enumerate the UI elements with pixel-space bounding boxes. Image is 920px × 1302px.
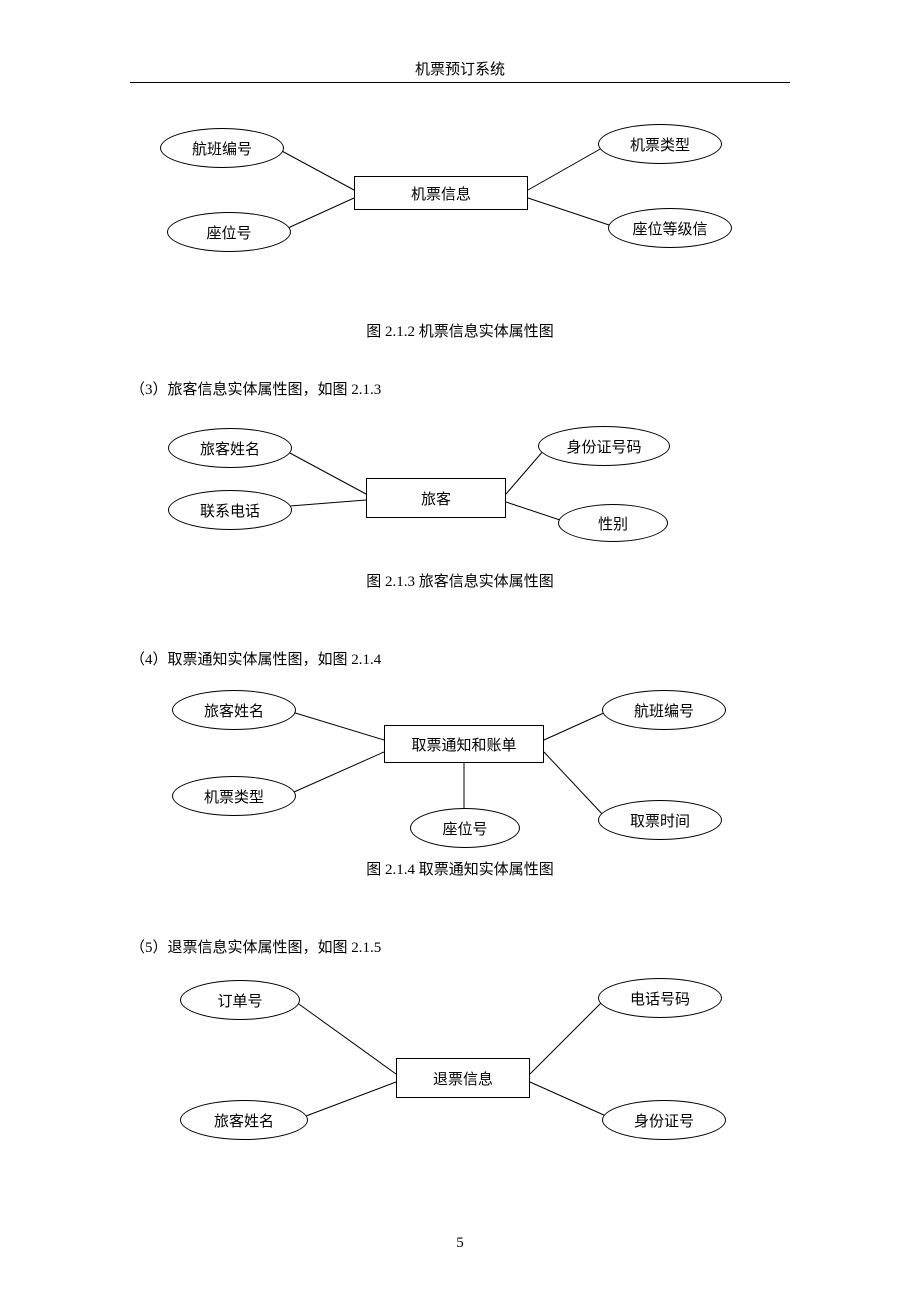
diagram4-entity-label: 退票信息	[433, 1068, 493, 1089]
diagram4-attr-1: 旅客姓名	[180, 1100, 308, 1140]
diagram4-attr-0: 订单号	[180, 980, 300, 1020]
diagram4-attr-3: 身份证号	[602, 1100, 726, 1140]
diagram4-edges	[0, 0, 920, 1302]
diagram4-attr-2: 电话号码	[598, 978, 722, 1018]
diagram4-attr-label-2: 电话号码	[630, 988, 690, 1009]
page-number: 5	[0, 1235, 920, 1252]
diagram4-attr-label-1: 旅客姓名	[214, 1110, 274, 1131]
diagram4-attr-label-0: 订单号	[217, 990, 262, 1011]
diagram4-entity: 退票信息	[396, 1058, 530, 1098]
diagram4-attr-label-3: 身份证号	[634, 1110, 694, 1131]
